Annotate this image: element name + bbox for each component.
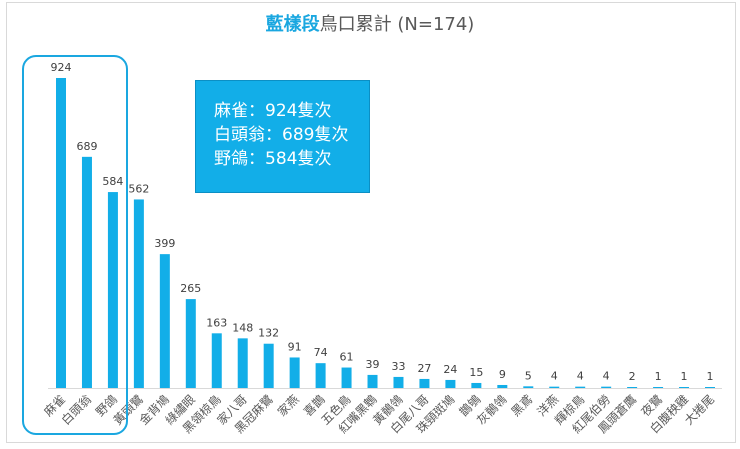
bar <box>523 386 534 388</box>
data-label: 9 <box>499 368 506 381</box>
bar <box>445 379 456 388</box>
chart-frame <box>6 2 736 443</box>
bar <box>367 374 378 388</box>
data-label: 2 <box>629 370 636 383</box>
data-label: 4 <box>577 370 584 383</box>
callout-line: 麻雀：924隻次 <box>214 101 332 121</box>
data-label: 27 <box>417 362 431 375</box>
callout-line: 白頭翁：689隻次 <box>214 125 349 145</box>
bar <box>705 387 715 388</box>
data-label: 1 <box>707 370 714 383</box>
bar <box>471 382 482 388</box>
data-label: 689 <box>76 140 97 153</box>
category-label: 大捲尾 <box>682 392 717 427</box>
bar <box>56 78 66 388</box>
bar <box>263 343 274 388</box>
bar <box>601 386 612 388</box>
bar <box>159 254 170 388</box>
data-label: 399 <box>154 237 175 250</box>
category-label: 家燕 <box>274 392 302 420</box>
data-label: 1 <box>681 370 688 383</box>
data-label: 132 <box>258 327 279 340</box>
chart-title: 藍樣段鳥口累計 (N=174) <box>0 10 740 36</box>
data-label: 1 <box>655 370 662 383</box>
data-label: 33 <box>391 360 405 373</box>
bar <box>341 367 352 388</box>
title-rest: 鳥口累計 (N=174) <box>319 14 475 35</box>
bar <box>393 376 404 388</box>
data-label: 924 <box>51 61 72 74</box>
category-label: 灰鶺鴒 <box>474 392 509 427</box>
data-label: 61 <box>340 351 354 364</box>
data-label: 265 <box>180 282 201 295</box>
data-label: 4 <box>603 370 610 383</box>
data-label: 5 <box>525 369 532 382</box>
callout-line: 野鴿：584隻次 <box>214 149 332 169</box>
bar <box>627 387 638 388</box>
bar <box>315 363 326 388</box>
data-label: 584 <box>102 175 123 188</box>
bar <box>549 386 560 388</box>
bar <box>237 338 248 388</box>
bar <box>133 199 144 388</box>
bar <box>81 156 92 388</box>
bar <box>419 378 430 388</box>
bar <box>107 192 118 388</box>
bar <box>289 357 300 388</box>
data-label: 148 <box>232 321 253 334</box>
category-label: 黑鳶 <box>509 392 536 419</box>
data-label: 39 <box>366 358 380 371</box>
top3-highlight-box <box>22 55 128 435</box>
data-label: 24 <box>443 363 457 376</box>
bar <box>211 333 222 388</box>
bar <box>653 387 664 388</box>
title-highlight: 藍樣段 <box>265 14 320 35</box>
data-label: 562 <box>128 182 149 195</box>
data-label: 91 <box>288 340 302 353</box>
bar <box>575 386 586 388</box>
data-label: 74 <box>314 346 328 359</box>
bar <box>497 384 508 388</box>
data-label: 4 <box>551 370 558 383</box>
callout-box: 麻雀：924隻次 白頭翁：689隻次 野鴿：584隻次 <box>195 80 370 193</box>
data-label: 163 <box>206 316 227 329</box>
bar <box>185 299 196 388</box>
data-label: 15 <box>469 366 483 379</box>
bar <box>679 387 690 388</box>
